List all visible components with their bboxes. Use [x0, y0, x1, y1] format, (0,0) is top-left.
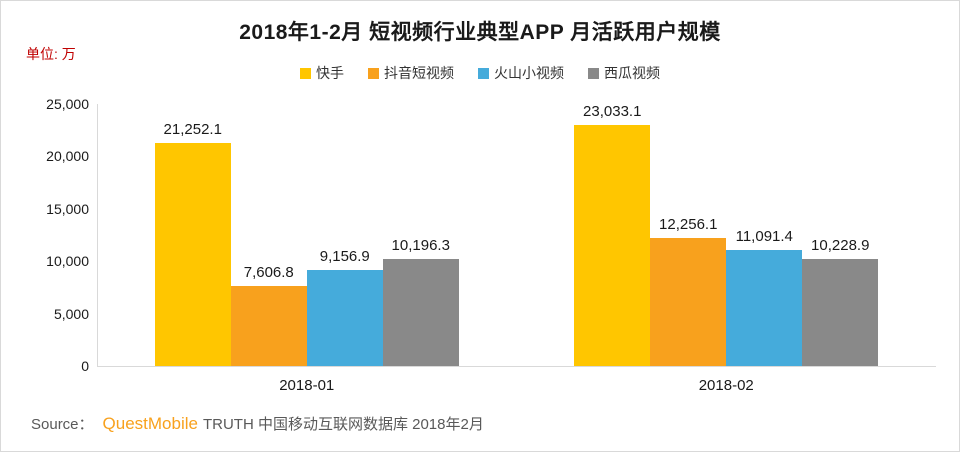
- bar-value-label: 21,252.1: [163, 121, 222, 138]
- y-tick-label: 20,000: [46, 148, 89, 165]
- legend-item-xigua: 西瓜视频: [588, 63, 660, 83]
- y-tick-label: 5,000: [53, 305, 89, 322]
- x-category-label: 2018-02: [698, 377, 754, 394]
- bar-kuaishou-2018-02: [574, 125, 651, 366]
- x-axis-line: [97, 366, 936, 367]
- legend-item-douyin: 抖音短视频: [368, 63, 454, 83]
- bar-value-label: 23,033.1: [583, 103, 642, 120]
- bar-huoshan-2018-02: [726, 250, 803, 366]
- bar-value-label: 7,606.8: [243, 264, 294, 281]
- legend-label: 快手: [316, 65, 344, 81]
- legend-label: 火山小视频: [494, 65, 564, 81]
- unit-label: 单位: 万: [26, 46, 76, 62]
- bar-douyin-2018-01: [230, 286, 307, 366]
- legend-item-huoshan: 火山小视频: [478, 63, 564, 83]
- y-tick-label: 25,000: [46, 96, 89, 112]
- legend-swatch-icon: [300, 67, 311, 79]
- bar-xigua-2018-02: [802, 259, 879, 366]
- legend-label: 西瓜视频: [604, 65, 660, 81]
- legend-item-kuaishou: 快手: [300, 63, 344, 83]
- chart-title: 2018年1-2月 短视频行业典型APP 月活跃用户规模: [239, 21, 721, 44]
- source-suffix: TRUTH 中国移动互联网数据库 2018年2月: [202, 416, 484, 433]
- bar-douyin-2018-02: [650, 238, 727, 366]
- legend-swatch-icon: [588, 67, 599, 79]
- bar-xigua-2018-01: [382, 259, 459, 366]
- bar-huoshan-2018-01: [306, 270, 383, 366]
- bar-value-label: 9,156.9: [319, 248, 370, 265]
- bar-value-label: 10,228.9: [811, 237, 870, 254]
- legend: 快手 抖音短视频 火山小视频 西瓜视频: [1, 63, 959, 83]
- legend-swatch-icon: [368, 67, 379, 79]
- bar-value-label: 10,196.3: [391, 237, 450, 254]
- source-prefix: Source：: [31, 416, 94, 433]
- bar-kuaishou-2018-01: [154, 143, 231, 366]
- source-line: Source： QuestMobile TRUTH 中国移动互联网数据库 2018年…: [31, 413, 484, 434]
- bar-value-label: 12,256.1: [659, 216, 718, 233]
- legend-swatch-icon: [478, 67, 489, 79]
- bar-value-label: 11,091.4: [735, 228, 793, 245]
- y-tick-label: 15,000: [46, 200, 89, 217]
- y-axis-line: [97, 104, 98, 366]
- legend-label: 抖音短视频: [384, 65, 454, 81]
- y-tick-label: 0: [81, 358, 89, 374]
- x-category-label: 2018-01: [279, 377, 335, 394]
- y-tick-label: 10,000: [46, 253, 89, 270]
- source-brand: QuestMobile: [102, 414, 198, 433]
